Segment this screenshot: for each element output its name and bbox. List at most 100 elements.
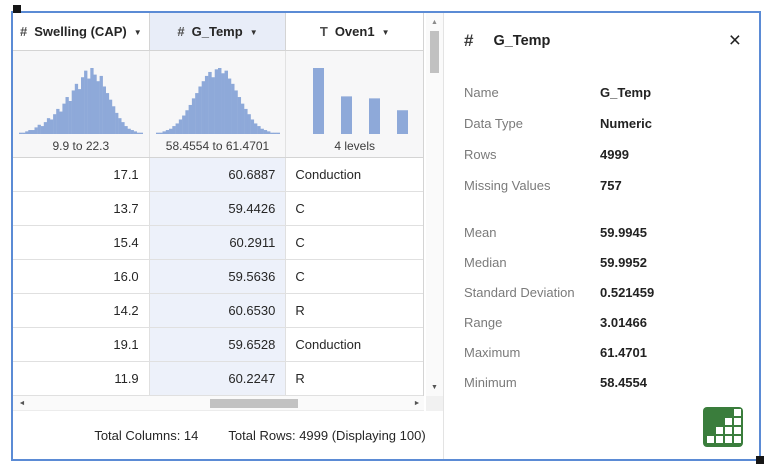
panel-stat-standard-deviation: Standard Deviation 0.521459 — [464, 277, 743, 307]
table-row: 13.7 59.4426 C — [13, 192, 423, 226]
barchart-cell-oven1[interactable]: 4 levels — [286, 51, 424, 157]
cell-oven1[interactable]: Conduction — [295, 167, 362, 182]
total-columns-label: Total Columns: 14 — [94, 427, 199, 443]
gtemp-histogram — [155, 68, 280, 134]
cell-gtemp[interactable]: 60.2911 — [149, 226, 287, 259]
cell-gtemp[interactable]: 59.4426 — [149, 192, 287, 225]
cell-oven1[interactable]: C — [295, 235, 305, 250]
status-bar: Total Columns: 14 Total Rows: 4999 (Disp… — [13, 411, 443, 459]
panel-stat-minimum: Minimum 58.4554 — [464, 367, 743, 397]
cell-swelling[interactable]: 19.1 — [13, 328, 150, 361]
scroll-down-icon[interactable]: ▼ — [431, 383, 438, 391]
cell-gtemp[interactable]: 59.5636 — [149, 260, 287, 293]
column-details-panel: # G_Temp × Name G_Temp Data Type Numeric… — [443, 13, 759, 459]
chevron-down-icon[interactable]: ▼ — [249, 28, 258, 37]
cell-swelling[interactable]: 16.0 — [13, 260, 150, 293]
cell-gtemp[interactable]: 60.6530 — [149, 294, 287, 327]
range-label: 9.9 to 22.3 — [52, 139, 110, 153]
cell-swelling[interactable]: 15.4 — [13, 226, 150, 259]
total-rows-label: Total Rows: 4999 (Displaying 100) — [228, 427, 426, 443]
numeric-type-icon: # — [20, 24, 28, 39]
chevron-down-icon[interactable]: ▼ — [133, 28, 142, 37]
data-table-window: # Swelling (CAP) ▼ # G_Temp ▼ T Oven1 ▼ — [11, 11, 761, 461]
horizontal-scrollbar[interactable]: ◄ ► — [13, 396, 424, 411]
panel-title: G_Temp — [493, 33, 551, 49]
cell-oven1[interactable]: R — [295, 371, 305, 386]
panel-field-name: Name G_Temp — [464, 77, 743, 108]
chevron-down-icon[interactable]: ▼ — [381, 28, 390, 37]
stat-value: 0.521459 — [600, 284, 655, 300]
field-label: Rows — [464, 147, 497, 162]
numeric-type-icon: # — [177, 24, 185, 39]
stat-label: Standard Deviation — [464, 284, 575, 300]
table-row: 17.1 60.6887 Conduction — [13, 158, 423, 192]
field-value: Numeric — [600, 116, 653, 131]
scroll-up-icon[interactable]: ▲ — [431, 18, 438, 26]
vertical-scrollbar-thumb[interactable] — [430, 31, 439, 73]
cell-swelling[interactable]: 17.1 — [13, 158, 150, 191]
cell-gtemp[interactable]: 60.2247 — [149, 362, 287, 395]
field-label: Data Type — [464, 116, 524, 131]
panel-field-data-type: Data Type Numeric — [464, 108, 743, 139]
table-row: 11.9 60.2247 R — [13, 362, 423, 396]
column-header-swelling[interactable]: # Swelling (CAP) ▼ — [13, 13, 150, 50]
stat-label: Maximum — [464, 344, 521, 360]
field-label: Name — [464, 85, 499, 100]
swelling-histogram — [18, 68, 143, 134]
column-header-label: Oven1 — [334, 24, 375, 39]
panel-stat-maximum: Maximum 61.4701 — [464, 337, 743, 367]
text-type-icon: T — [319, 24, 328, 39]
field-label: Missing Values — [464, 178, 551, 193]
horizontal-scrollbar-thumb[interactable] — [210, 399, 298, 408]
histogram-cell-gtemp[interactable]: 58.4554 to 61.4701 — [149, 51, 287, 157]
cell-swelling[interactable]: 13.7 — [13, 192, 150, 225]
scroll-left-icon[interactable]: ◄ — [18, 399, 26, 407]
close-icon[interactable]: × — [728, 29, 741, 52]
column-header-row: # Swelling (CAP) ▼ # G_Temp ▼ T Oven1 ▼ — [13, 13, 424, 51]
column-header-label: Swelling (CAP) — [34, 24, 127, 39]
summary-statistics-icon[interactable] — [703, 407, 743, 447]
block-staircase-icon — [707, 409, 741, 443]
histogram-cell-swelling[interactable]: 9.9 to 22.3 — [13, 51, 150, 157]
cell-swelling[interactable]: 11.9 — [13, 362, 150, 395]
column-header-gtemp[interactable]: # G_Temp ▼ — [149, 13, 287, 50]
column-header-label: G_Temp — [191, 24, 243, 39]
panel-statistics: Mean 59.9945 Median 59.9952 Standard Dev… — [464, 217, 743, 397]
cell-gtemp[interactable]: 60.6887 — [149, 158, 287, 191]
stat-label: Mean — [464, 224, 497, 240]
scroll-right-icon[interactable]: ► — [413, 399, 421, 407]
levels-label: 4 levels — [334, 139, 376, 153]
stat-value: 59.9952 — [600, 254, 647, 270]
field-value: 4999 — [600, 147, 629, 162]
numeric-type-icon: # — [464, 31, 474, 50]
panel-stat-mean: Mean 59.9945 — [464, 217, 743, 247]
panel-field-rows: Rows 4999 — [464, 139, 743, 170]
cell-oven1[interactable]: C — [295, 201, 305, 216]
table-row: 16.0 59.5636 C — [13, 260, 423, 294]
selection-handle-bottom-right — [756, 456, 764, 464]
column-summary-row: 9.9 to 22.3 58.4554 to 61.4701 4 levels — [13, 51, 424, 158]
stat-value: 58.4554 — [600, 374, 647, 390]
table-body: 17.1 60.6887 Conduction 13.7 59.4426 C 1… — [13, 158, 423, 396]
stat-label: Minimum — [464, 374, 517, 390]
stat-label: Range — [464, 314, 503, 330]
stat-value: 61.4701 — [600, 344, 647, 360]
panel-stat-range: Range 3.01466 — [464, 307, 743, 337]
cell-oven1[interactable]: R — [295, 303, 305, 318]
field-value: G_Temp — [600, 85, 652, 100]
stat-value: 3.01466 — [600, 314, 647, 330]
field-value: 757 — [600, 178, 622, 193]
stat-value: 59.9945 — [600, 224, 647, 240]
oven1-bar-chart — [312, 68, 408, 134]
cell-swelling[interactable]: 14.2 — [13, 294, 150, 327]
cell-oven1[interactable]: Conduction — [295, 337, 362, 352]
range-label: 58.4554 to 61.4701 — [165, 139, 270, 153]
panel-header: # G_Temp × — [444, 13, 759, 51]
vertical-scrollbar[interactable]: ▲ ▼ — [426, 13, 443, 396]
cell-oven1[interactable]: C — [295, 269, 305, 284]
cell-gtemp[interactable]: 59.6528 — [149, 328, 287, 361]
stat-label: Median — [464, 254, 507, 270]
table-area: # Swelling (CAP) ▼ # G_Temp ▼ T Oven1 ▼ — [13, 13, 443, 459]
column-header-oven1[interactable]: T Oven1 ▼ — [286, 13, 424, 50]
